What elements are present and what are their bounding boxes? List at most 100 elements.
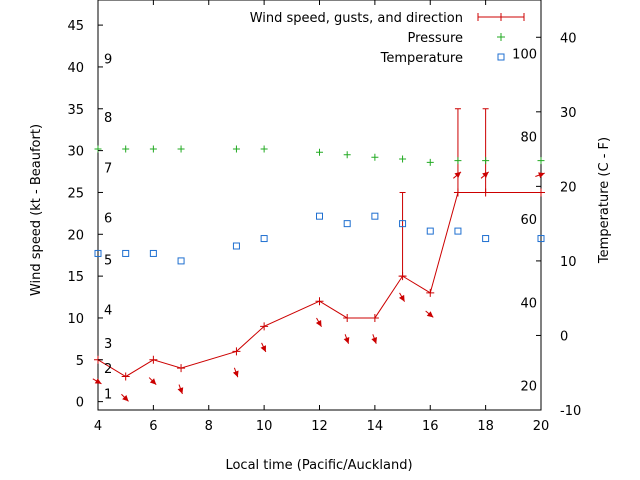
y2-tick-label: 30 [560,106,577,121]
fahrenheit-label: 100 [512,48,537,63]
beaufort-label: 4 [104,304,112,319]
y2-tick-label: 0 [560,329,568,344]
fahrenheit-label: 40 [520,297,537,312]
y-tick-label: 15 [67,270,84,285]
wind-direction-arrowhead [149,378,157,385]
wind-point [232,347,241,356]
y-tick-label: 45 [67,19,84,34]
beaufort-label: 9 [104,53,112,68]
x-tick-label: 16 [422,419,439,434]
temperature-point [371,212,379,220]
wind-point [315,297,324,306]
wind-direction-arrowhead [232,370,239,378]
y2-tick-label: 10 [560,255,577,270]
pressure-point [482,157,490,165]
pressure-point [454,157,462,165]
temperature-point [94,249,102,257]
fahrenheit-label: 80 [520,130,537,145]
y-tick-label: 40 [67,61,84,76]
wind-direction-arrowhead [315,319,322,327]
temperature-point [177,257,185,265]
wind-point [343,313,352,322]
pressure-point [232,145,240,153]
pressure-point [371,153,379,161]
y-tick-label: 10 [67,312,84,327]
wind-direction-arrowhead [482,171,489,179]
temperature-point [260,235,268,243]
wind-direction-arrowhead [538,172,545,178]
y2-tick-label: 40 [560,31,577,46]
pressure-point [149,145,157,153]
x-tick-label: 14 [367,419,384,434]
y-axis-label: Wind speed (kt - Beaufort) [29,124,44,296]
beaufort-label: 3 [104,337,112,352]
wind-direction-arrowhead [94,378,102,384]
x-tick-label: 18 [477,419,494,434]
axis-ticks: 4 6 8 10 12 14 16 18 20051015202530354045-100102… [67,0,581,434]
temperature-point [343,220,351,228]
wind-direction-arrowhead [454,171,462,179]
pressure-point [537,157,545,165]
plot-frame [97,0,542,411]
wind-direction-arrowhead [177,387,184,394]
wind-direction-arrowhead [343,337,350,344]
y-tick-label: 35 [67,103,84,118]
wind-point [370,313,379,322]
wind-point [177,364,186,373]
pressure-point [260,145,268,153]
wind-point [260,322,269,331]
y2-tick-label: -10 [560,404,581,419]
x-tick-label: 6 [149,419,157,434]
legend-label-temperature: Temperature [380,51,463,66]
temperature-point [122,249,130,257]
y-tick-label: 20 [67,228,84,243]
wind-point [149,355,158,364]
temperature-point [399,220,407,228]
temperature-point [232,242,240,250]
temperature-point [454,227,462,235]
x-axis-label: Local time (Pacific/Auckland) [225,458,412,473]
temperature-point [426,227,434,235]
beaufort-label: 7 [104,161,112,176]
beaufort-label: 1 [104,387,112,402]
x-tick-label: 10 [256,419,273,434]
y-tick-label: 25 [67,186,84,201]
legend-sample-temperature [497,53,505,61]
wind-direction-arrowhead [371,337,378,344]
temperature-point [316,212,323,220]
x-tick-label: 12 [311,419,328,434]
y-tick-label: 30 [67,145,84,160]
legend-sample-pressure [497,33,505,41]
legend-label-pressure: Pressure [407,31,463,46]
legend: Wind speed, gusts, and direction Pressur… [250,11,525,66]
plot-marks [92,108,545,402]
gust-errorbar [482,108,489,193]
wind-direction-arrowhead [122,394,129,402]
x-tick-label: 8 [205,419,213,434]
pressure-point [426,158,434,166]
gust-errorbar [454,108,461,193]
fahrenheit-label: 60 [520,213,537,228]
wind-direction-arrowhead [260,345,266,352]
gust-errorbar [399,191,406,277]
legend-label-wind: Wind speed, gusts, and direction [250,11,463,26]
x-tick-label: 20 [533,419,550,434]
beaufort-label: 6 [104,212,112,227]
legend-sample-wind [477,13,525,21]
wind-point [121,372,130,381]
y-tick-label: 0 [76,396,84,411]
fahrenheit-label: 20 [520,379,537,394]
wind-direction-arrowhead [398,294,405,302]
pressure-point [122,145,130,153]
wind-point [426,288,435,297]
beaufort-label: 5 [104,253,112,268]
beaufort-label: 2 [104,362,112,377]
pressure-point [399,155,407,163]
beaufort-label: 8 [104,111,112,126]
x-tick-label: 4 [94,419,102,434]
temperature-point [149,249,157,257]
pressure-point [316,148,323,156]
y2-axis-label: Temperature (C - F) [597,137,612,264]
wind-line [97,191,541,378]
